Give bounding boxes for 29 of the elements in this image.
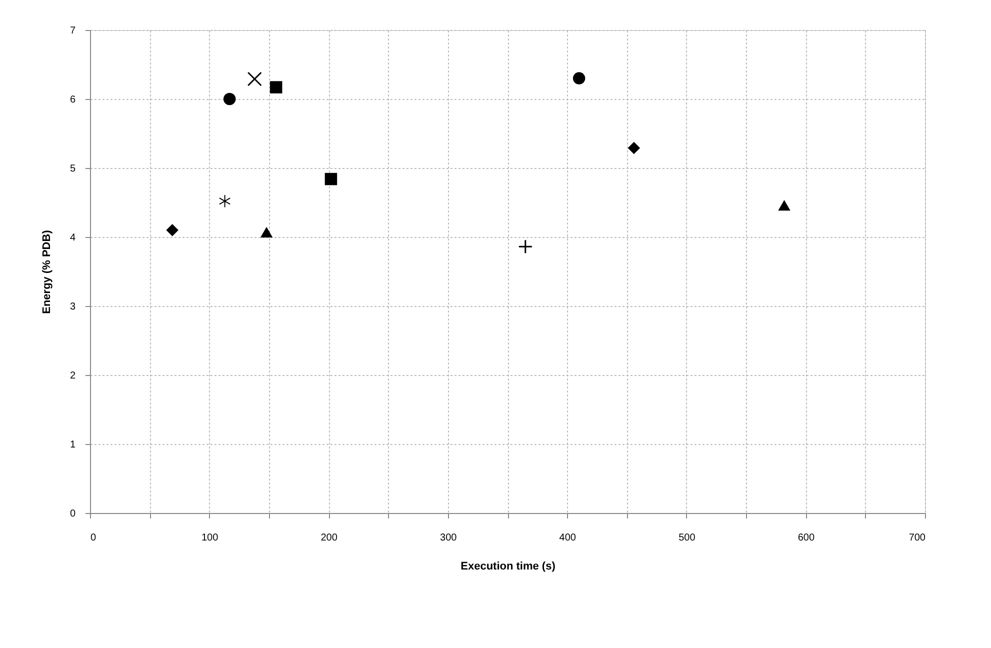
point bbox=[518, 239, 533, 254]
x-tick-label: 300 bbox=[440, 532, 458, 544]
x-tick-label: 100 bbox=[201, 532, 219, 544]
y-tick-label: 0 bbox=[70, 508, 76, 520]
y-tick-label: 2 bbox=[70, 370, 76, 382]
y-tick-label: 5 bbox=[70, 164, 76, 174]
x-tick-label: 600 bbox=[798, 532, 815, 544]
y-tick-label: 4 bbox=[70, 232, 76, 244]
x-tick-label: 400 bbox=[559, 532, 576, 544]
y-tick-label: 3 bbox=[70, 302, 76, 312]
point bbox=[270, 81, 282, 94]
point bbox=[324, 172, 338, 186]
x-tick-label: 700 bbox=[908, 532, 926, 544]
point bbox=[247, 72, 262, 86]
point bbox=[219, 194, 230, 208]
x-tick-label: 200 bbox=[320, 532, 338, 544]
y-tick-label: 1 bbox=[70, 440, 76, 450]
point bbox=[778, 200, 790, 211]
point bbox=[166, 224, 178, 236]
point bbox=[260, 226, 273, 238]
x-axis-title: Execution time (s) bbox=[460, 560, 556, 572]
point bbox=[572, 72, 586, 84]
y-axis-title: Energy (% PDB) bbox=[40, 230, 53, 314]
x-tick-label: 500 bbox=[678, 532, 696, 544]
point bbox=[628, 142, 640, 154]
y-tick-label: 6 bbox=[70, 94, 76, 106]
point bbox=[223, 92, 236, 106]
y-tick-label: 7 bbox=[70, 26, 76, 36]
x-tick-label: 0 bbox=[90, 532, 96, 544]
